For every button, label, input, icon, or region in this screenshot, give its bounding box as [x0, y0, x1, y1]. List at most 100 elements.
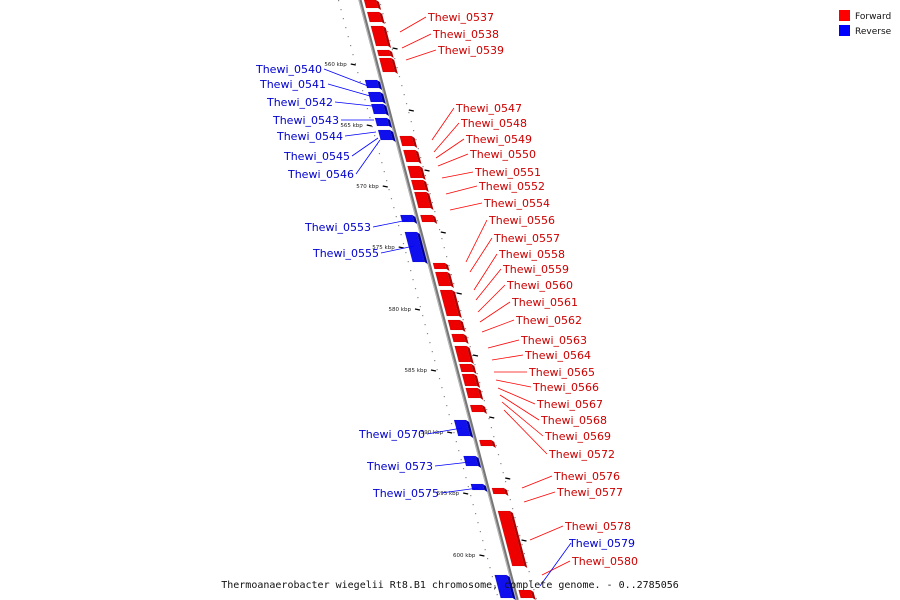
guide-dot	[342, 18, 345, 20]
forward-gene-face	[473, 374, 481, 388]
guide-dot	[386, 180, 388, 182]
backbone-highlight	[358, 0, 517, 600]
forward-gene-face	[444, 263, 450, 271]
guide-dot	[422, 166, 424, 168]
forward-gene-label: Thewi_0564	[524, 349, 591, 362]
reverse-leader-line	[372, 219, 409, 228]
guide-dot	[394, 58, 396, 60]
forward-gene-label: Thewi_0566	[532, 381, 599, 394]
guide-dot	[438, 229, 441, 231]
forward-gene-face	[447, 272, 454, 288]
reverse-gene-face	[475, 456, 482, 468]
forward-gene-face	[389, 50, 394, 58]
guide-dot	[414, 288, 417, 290]
forward-gene-face	[391, 58, 398, 74]
guide-dot	[405, 252, 407, 254]
guide-dot	[424, 175, 427, 177]
tick-label: 575 kbp	[372, 245, 395, 251]
genome-backbone	[358, 0, 519, 600]
guide-dot	[393, 207, 395, 209]
forward-gene-face	[382, 26, 392, 48]
forward-leader-line	[499, 394, 540, 421]
guide-dot	[422, 315, 424, 317]
forward-gene	[491, 487, 506, 495]
guide-dot	[420, 157, 422, 159]
guide-dot	[474, 364, 476, 366]
tick-mark	[408, 109, 414, 112]
gene-labels: Thewi_0537 Thewi_0538 Thewi_0539 Thewi_0547…	[255, 11, 638, 568]
guide-dot	[496, 594, 498, 596]
reverse-gene-label: Thewi_0540	[255, 63, 322, 76]
forward-gene-face	[471, 364, 477, 374]
guide-dot	[448, 414, 450, 416]
guide-dot	[530, 580, 533, 582]
forward-gene-face	[419, 166, 426, 180]
tick-mark	[398, 246, 404, 249]
forward-gene-face	[432, 215, 438, 224]
tick-mark	[463, 492, 469, 495]
forward-gene-face	[482, 405, 487, 414]
forward-gene-label: Thewi_0550	[469, 148, 536, 161]
forward-gene-label: Thewi_0576	[553, 470, 620, 483]
legend-forward-label: Forward	[855, 12, 891, 22]
forward-gene-label: Thewi_0580	[571, 555, 638, 568]
forward-gene-face	[530, 590, 536, 600]
forward-leader-line	[497, 387, 536, 405]
guide-dot	[448, 265, 450, 267]
guide-dot	[429, 193, 431, 195]
forward-leader-line	[469, 237, 493, 273]
guide-dot	[494, 585, 496, 587]
guide-dot	[396, 67, 398, 69]
forward-gene-face	[459, 320, 466, 332]
forward-gene-label: Thewi_0547	[455, 102, 522, 115]
forward-gene-face	[491, 440, 496, 448]
reverse-gene-label: Thewi_0570	[358, 428, 425, 441]
forward-gene-label: Thewi_0537	[427, 11, 494, 24]
reverse-gene-face	[416, 232, 428, 264]
tick-label: 570 kbp	[356, 184, 379, 190]
guide-dot	[519, 535, 521, 537]
guide-dot	[523, 553, 526, 555]
guide-dot	[462, 468, 465, 470]
guide-dot	[400, 234, 402, 236]
forward-gene-face	[509, 511, 528, 568]
forward-leader-line	[475, 268, 502, 301]
forward-gene-label: Thewi_0557	[493, 232, 560, 245]
reverse-gene-label: Thewi_0579	[568, 537, 635, 550]
forward-leader-line	[491, 354, 524, 361]
dotted-guides	[338, 0, 537, 600]
legend-reverse-swatch	[839, 25, 850, 36]
guide-dot	[338, 0, 340, 2]
guide-dot	[362, 90, 364, 92]
guide-dot	[441, 387, 443, 389]
forward-leader-line	[477, 284, 506, 313]
forward-gene-label: Thewi_0561	[511, 296, 578, 309]
guide-dot	[453, 283, 455, 285]
tick-mark	[424, 169, 430, 172]
guide-dot	[446, 256, 448, 258]
guide-dot	[507, 490, 509, 492]
forward-gene-label: Thewi_0554	[483, 197, 550, 210]
guide-dot	[500, 463, 502, 465]
guide-dot	[381, 162, 383, 164]
forward-leader-line	[437, 153, 469, 167]
guide-dot	[405, 103, 408, 105]
guide-dot	[464, 328, 467, 330]
guide-dot	[453, 432, 455, 434]
guide-dot	[340, 9, 342, 11]
guide-dot	[369, 117, 371, 119]
forward-gene-label: Thewi_0578	[564, 520, 631, 533]
tick-mark	[447, 431, 453, 434]
forward-leader-line	[405, 49, 437, 61]
guide-dot	[434, 211, 436, 213]
forward-leader-line	[495, 379, 532, 388]
guide-dot	[490, 427, 493, 429]
reverse-gene-face	[380, 92, 386, 104]
guide-dot	[457, 301, 460, 303]
forward-gene-face	[451, 290, 462, 318]
reverse-leader-line	[434, 461, 471, 467]
forward-leader-line	[523, 491, 556, 503]
tick-label: 595 kbp	[437, 491, 460, 497]
guide-dot	[483, 400, 485, 402]
forward-leader-line	[521, 475, 553, 489]
